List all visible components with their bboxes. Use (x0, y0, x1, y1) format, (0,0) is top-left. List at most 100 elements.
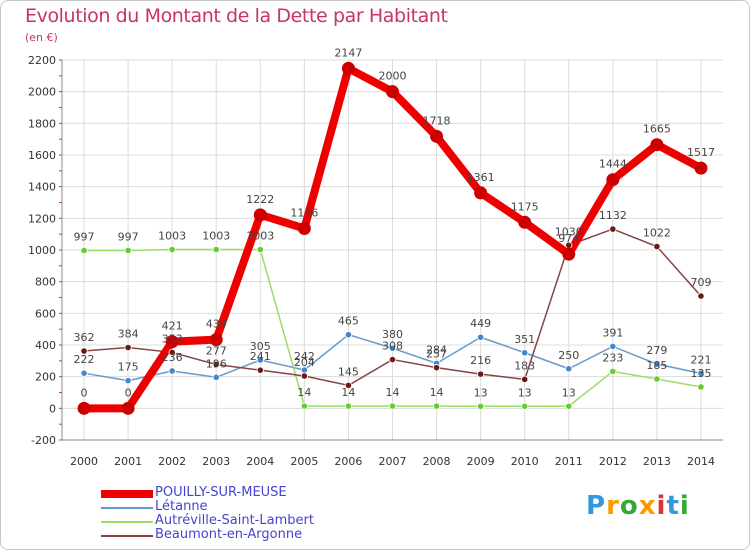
series-point-2 (477, 402, 485, 410)
data-label-0: 1444 (599, 158, 627, 171)
logo-letter: x (638, 491, 657, 521)
series-point-1 (653, 360, 661, 368)
series-point-3 (300, 372, 308, 380)
data-label-3: 353 (162, 332, 183, 345)
series-point-0 (650, 138, 664, 152)
y-tick-label: 0 (49, 402, 56, 415)
x-tick-label: 2007 (379, 455, 407, 468)
x-tick-label: 2014 (687, 455, 715, 468)
data-label-0: 2147 (334, 46, 362, 59)
data-label-0: 421 (162, 320, 183, 333)
data-label-1: 351 (514, 333, 535, 346)
x-tick-label: 2011 (555, 455, 583, 468)
x-tick-label: 2003 (202, 455, 230, 468)
data-label-0: 0 (125, 386, 132, 399)
series-point-2 (168, 245, 176, 254)
proxiti-logo: Proxiti (586, 491, 690, 521)
x-tick-label: 2005 (290, 455, 318, 468)
series-point-3 (344, 381, 353, 389)
data-label-0: 1136 (290, 206, 318, 219)
series-point-2 (653, 375, 661, 383)
data-label-2: 13 (562, 386, 576, 399)
series-point-0 (474, 186, 488, 200)
data-label-1: 465 (338, 315, 359, 328)
logo-letter: i (679, 491, 690, 521)
series-point-0 (165, 335, 179, 349)
y-tick-label: -200 (31, 434, 56, 447)
legend-swatch-autreville (101, 521, 153, 523)
series-point-3 (432, 364, 441, 372)
series-point-1 (609, 342, 617, 351)
data-label-1: 305 (250, 340, 271, 353)
data-label-1: 250 (558, 349, 579, 362)
series-point-3 (256, 366, 264, 374)
series-point-2 (565, 402, 573, 410)
data-label-2: 14 (430, 386, 444, 399)
series-point-3 (697, 292, 705, 300)
data-label-2: 13 (518, 386, 532, 399)
series-point-0 (297, 221, 311, 235)
data-label-0: 1517 (687, 146, 715, 159)
data-label-1: 175 (118, 361, 139, 374)
y-tick-label: 1600 (28, 149, 56, 162)
data-label-3: 216 (470, 354, 491, 367)
series-point-1 (697, 369, 705, 377)
logo-letter: P (586, 491, 607, 521)
series-point-1 (565, 365, 573, 373)
series-point-2 (697, 383, 705, 391)
series-point-3 (609, 225, 617, 233)
data-label-1: 449 (470, 317, 491, 330)
series-point-0 (209, 333, 223, 347)
data-label-3: 1132 (599, 209, 627, 222)
x-tick-label: 2012 (599, 455, 627, 468)
x-tick-label: 2008 (423, 455, 451, 468)
series-point-3 (521, 375, 529, 383)
data-label-3: 384 (118, 328, 139, 341)
data-label-3: 277 (206, 344, 227, 357)
data-label-2: 997 (74, 230, 95, 243)
data-label-2: 13 (474, 386, 488, 399)
data-label-1: 196 (206, 357, 227, 370)
series-point-2 (80, 246, 88, 255)
series-point-3 (124, 343, 132, 352)
data-label-2: 14 (297, 386, 311, 399)
data-label-1: 236 (162, 351, 183, 364)
data-label-3: 709 (690, 276, 711, 289)
series-point-0 (562, 247, 576, 261)
data-label-0: 1222 (246, 193, 274, 206)
data-label-3: 308 (382, 340, 403, 353)
logo-letter: r (606, 491, 620, 521)
x-tick-label: 2010 (511, 455, 539, 468)
y-tick-label: 1400 (28, 181, 56, 194)
y-tick-label: 1200 (28, 212, 56, 225)
series-point-2 (256, 245, 264, 254)
data-label-3: 1022 (643, 227, 671, 240)
data-label-3: 145 (338, 365, 359, 378)
series-point-2 (388, 402, 397, 410)
data-label-0: 1665 (643, 123, 671, 136)
series-point-0 (386, 85, 399, 99)
data-label-2: 135 (690, 367, 711, 380)
series-point-3 (212, 360, 220, 369)
legend-label-autreville: Autréville-Saint-Lambert (155, 513, 314, 528)
data-label-3: 257 (426, 348, 447, 361)
data-label-1: 391 (602, 326, 623, 339)
series-point-0 (606, 173, 620, 187)
y-tick-label: 200 (35, 371, 56, 384)
x-tick-label: 2000 (70, 455, 98, 468)
x-tick-label: 2001 (114, 455, 142, 468)
data-label-0: 1361 (467, 171, 495, 184)
series-point-2 (609, 367, 617, 376)
x-tick-label: 2013 (643, 455, 671, 468)
series-point-0 (430, 129, 444, 143)
data-label-1: 242 (294, 350, 315, 363)
y-tick-label: 800 (35, 276, 56, 289)
series-point-3 (388, 355, 397, 364)
legend-swatch-letanne (101, 507, 153, 509)
data-label-0: 1175 (511, 200, 539, 213)
data-label-2: 233 (602, 351, 623, 364)
data-label-2: 1003 (202, 230, 230, 243)
data-label-2: 185 (646, 359, 667, 372)
